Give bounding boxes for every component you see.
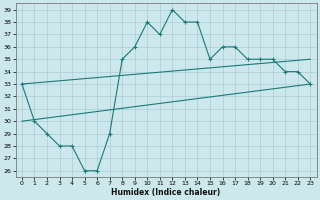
X-axis label: Humidex (Indice chaleur): Humidex (Indice chaleur) xyxy=(111,188,221,197)
